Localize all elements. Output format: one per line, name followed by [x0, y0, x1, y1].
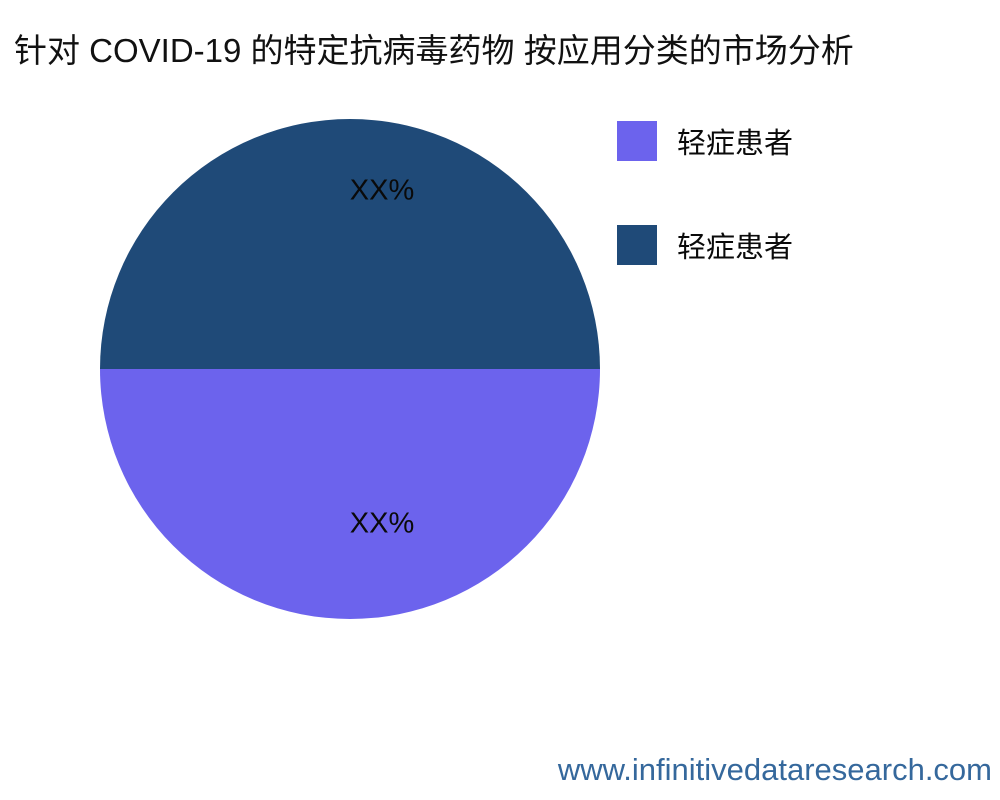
legend-item: 轻症患者: [617, 224, 793, 266]
legend-label: 轻症患者: [677, 232, 794, 264]
footer-website-link[interactable]: www.infinitivedataresearch.com: [557, 752, 992, 787]
pie-chart: XX% XX%: [100, 119, 600, 619]
legend-item: 轻症患者: [617, 120, 793, 162]
legend-swatch-purple: [617, 121, 657, 161]
legend: 轻症患者 轻症患者: [617, 120, 793, 266]
legend-swatch-blue: [617, 225, 657, 265]
pie-slice-bottom: [100, 369, 600, 619]
chart-title: 针对 COVID-19 的特定抗病毒药物 按应用分类的市场分析: [14, 32, 854, 69]
pie-slice-top: [100, 119, 600, 369]
slice-label-top: XX%: [349, 174, 415, 207]
legend-label: 轻症患者: [677, 128, 794, 160]
slice-label-bottom: XX%: [349, 507, 415, 540]
